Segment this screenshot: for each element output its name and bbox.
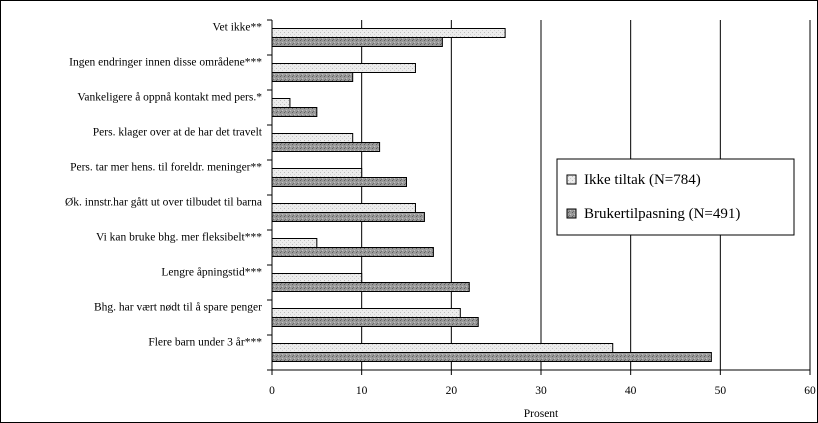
bar-ikke-tiltak-9 — [271, 343, 614, 353]
bar-brukertilpasning-9 — [271, 352, 712, 362]
bar-brukertilpasning-5 — [271, 212, 425, 222]
bar-ikke-tiltak-4 — [271, 168, 363, 178]
x-tick-label: 10 — [356, 385, 368, 397]
legend-swatch-brukertilpasning — [566, 208, 577, 219]
category-label: Vankeligere å oppnå kontakt med pers.* — [77, 91, 262, 104]
bar-brukertilpasning-4 — [271, 177, 407, 187]
bar-ikke-tiltak-7 — [271, 273, 363, 283]
bar-ikke-tiltak-1 — [271, 63, 416, 73]
x-tick-label: 40 — [625, 385, 637, 397]
legend: Ikke tiltak (N=784) Brukertilpasning (N=… — [556, 158, 795, 236]
bar-brukertilpasning-2 — [271, 107, 318, 117]
bar-ikke-tiltak-8 — [271, 308, 461, 318]
x-tick-labels: 0 10 20 30 40 50 60 — [269, 370, 816, 397]
category-label: Lengre åpningstid*** — [161, 266, 262, 279]
category-label: Flere barn under 3 år*** — [148, 336, 262, 349]
bar-ikke-tiltak-0 — [271, 28, 506, 38]
bar-brukertilpasning-3 — [271, 142, 381, 152]
x-tick-label: 30 — [535, 385, 547, 397]
x-tick-label: 0 — [269, 385, 275, 397]
legend-label-ikke-tiltak: Ikke tiltak (N=784) — [584, 172, 701, 188]
x-tick-label: 50 — [715, 385, 727, 397]
x-axis-title: Prosent — [524, 408, 559, 420]
bar-ikke-tiltak-3 — [271, 133, 354, 143]
bar-ikke-tiltak-6 — [271, 238, 318, 248]
bar-brukertilpasning-8 — [271, 317, 479, 327]
category-label: Ingen endringer innen disse områdene*** — [69, 56, 262, 69]
bar-brukertilpasning-0 — [271, 37, 443, 47]
x-tick-label: 20 — [446, 385, 458, 397]
category-labels: Vet ikke** Ingen endringer innen disse om… — [65, 22, 263, 349]
legend-box — [556, 158, 795, 236]
bar-brukertilpasning-1 — [271, 72, 354, 82]
bar-ikke-tiltak-2 — [271, 98, 291, 108]
x-tick-label: 60 — [804, 385, 816, 397]
bar-ikke-tiltak-5 — [271, 203, 416, 213]
legend-swatch-ikke-tiltak — [566, 174, 577, 185]
bar-brukertilpasning-6 — [271, 247, 434, 257]
category-label: Bhg. har vært nødt til å spare penger — [94, 301, 262, 314]
category-label: Vi kan bruke bhg. mer fleksibelt*** — [96, 232, 262, 244]
category-label: Vet ikke** — [212, 22, 262, 34]
legend-label-brukertilpasning: Brukertilpasning (N=491) — [584, 206, 740, 222]
category-label: Øk. innstr.har gått ut over tilbudet til… — [65, 196, 262, 209]
category-label: Pers. klager over at de har det travelt — [93, 127, 263, 139]
category-label: Pers. tar mer hens. til foreldr. meninge… — [70, 162, 262, 174]
bar-brukertilpasning-7 — [271, 282, 470, 292]
